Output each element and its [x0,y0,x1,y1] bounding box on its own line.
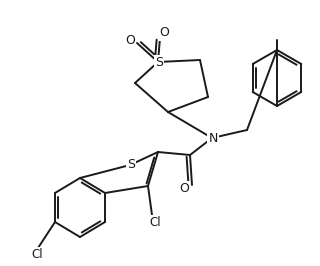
Text: O: O [125,34,135,47]
Text: O: O [159,27,169,39]
Text: S: S [127,157,135,171]
Text: Cl: Cl [149,215,161,228]
Text: Cl: Cl [31,247,43,260]
Text: O: O [179,181,189,194]
Text: S: S [155,56,163,69]
Text: N: N [208,131,218,144]
